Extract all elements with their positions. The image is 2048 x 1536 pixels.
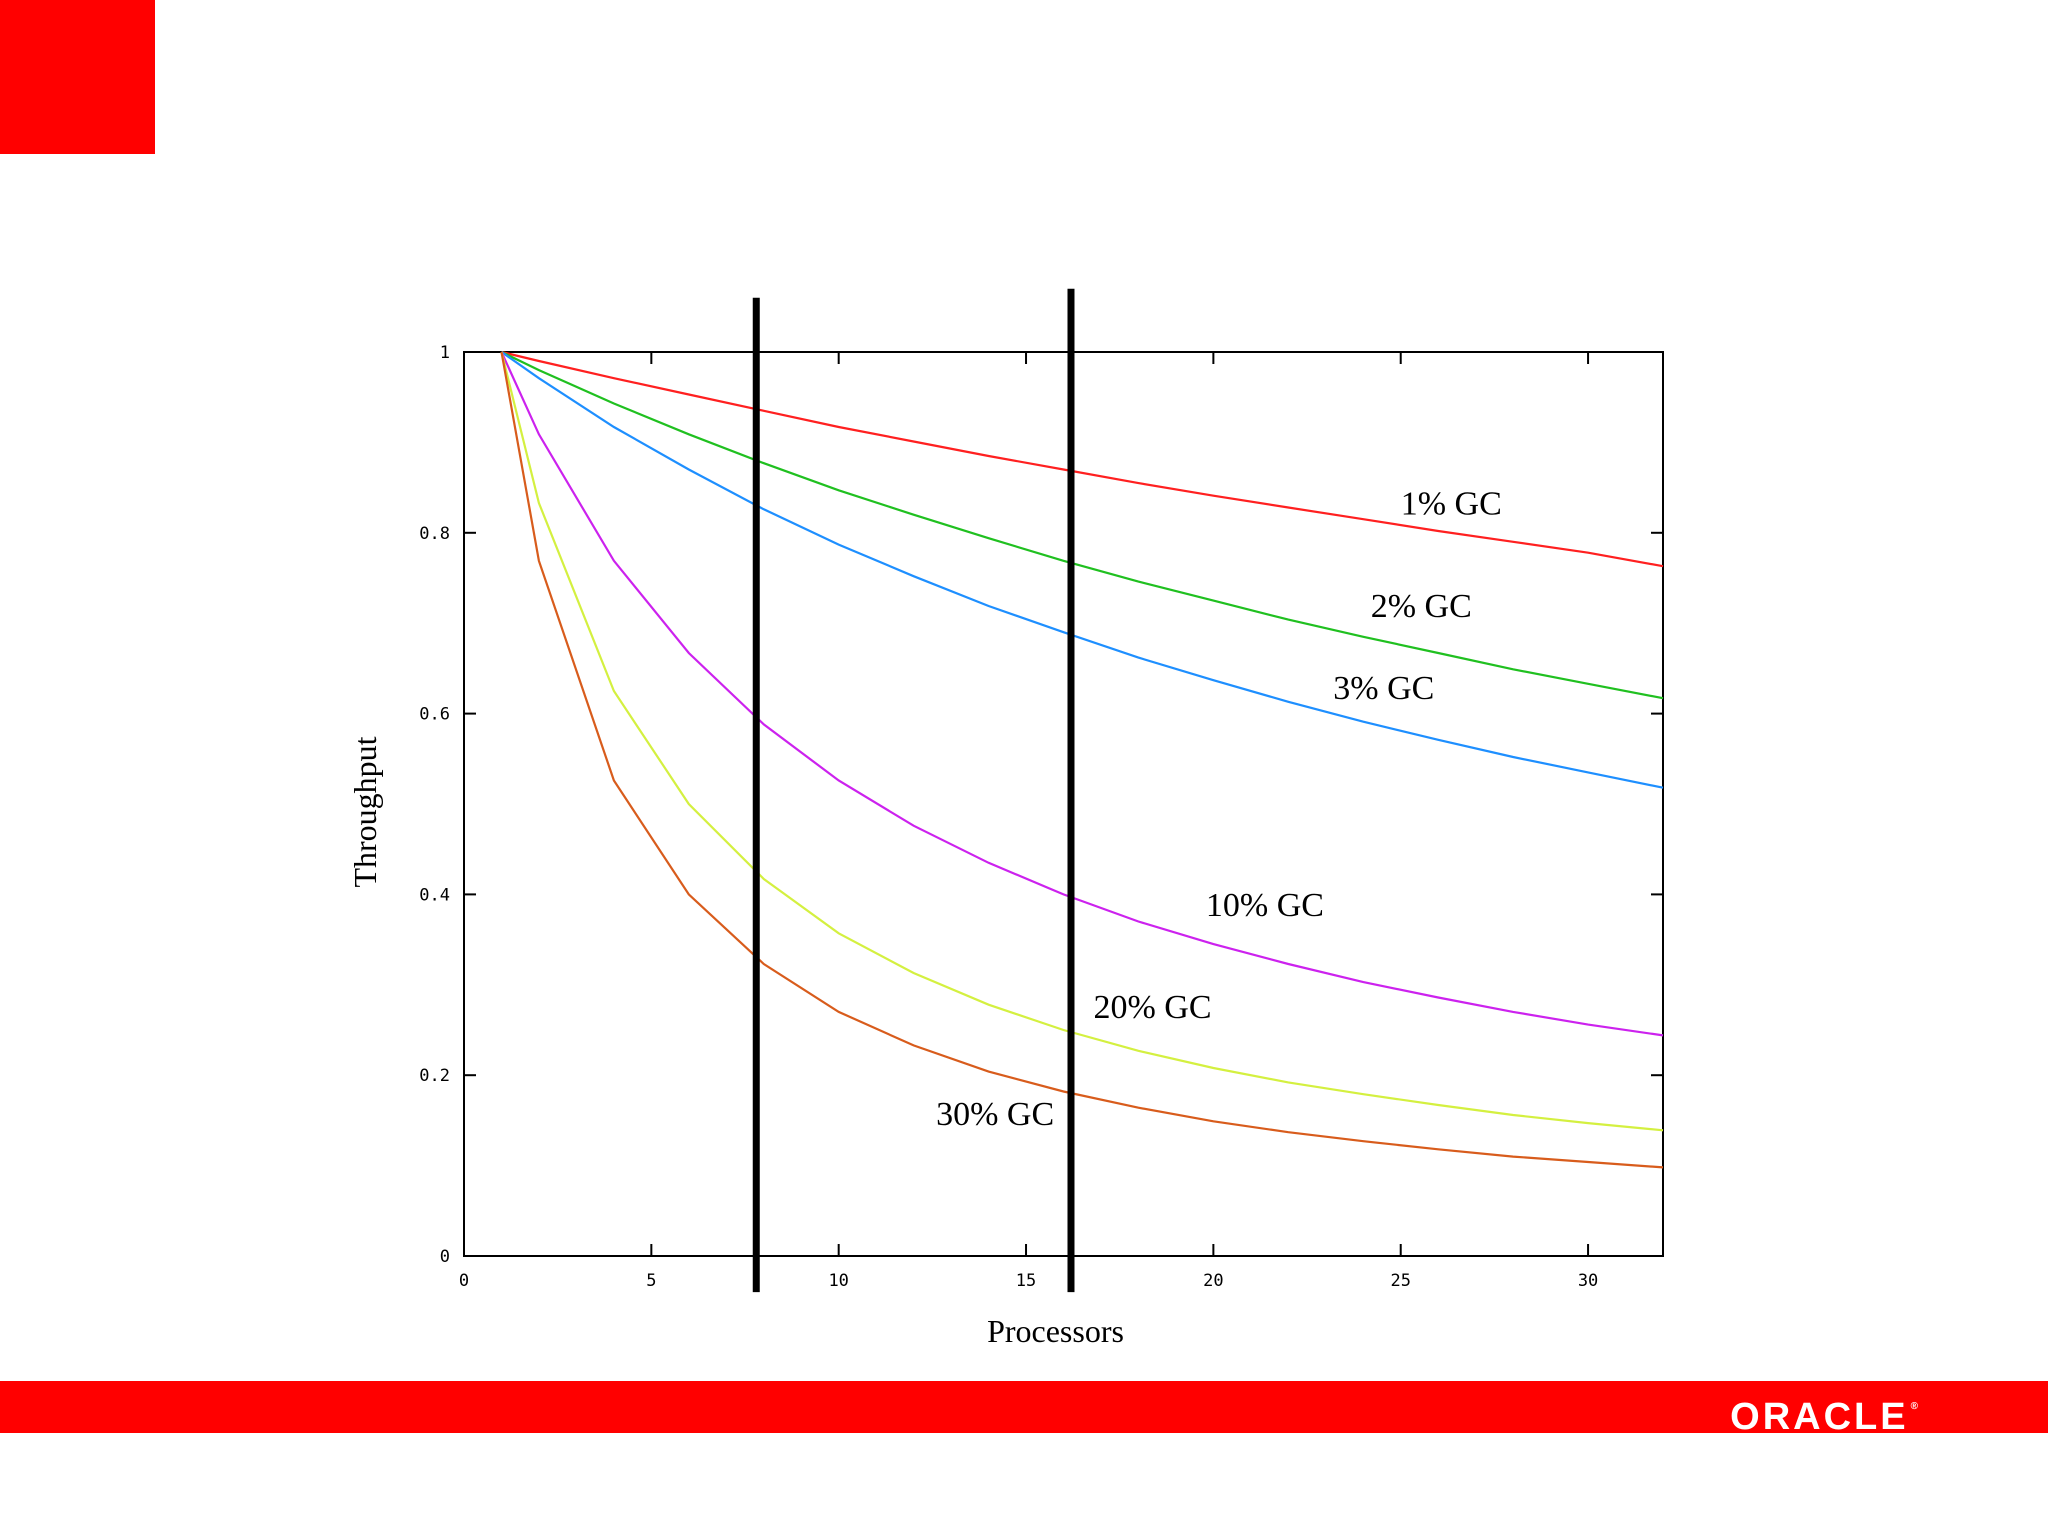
series-label: 10% GC (1206, 887, 1324, 924)
x-axis-title: Processors (987, 1313, 1124, 1349)
x-tick-label: 0 (459, 1271, 469, 1291)
series-label: 1% GC (1401, 486, 1502, 523)
y-tick-label: 1 (440, 343, 450, 363)
x-tick-label: 10 (828, 1271, 848, 1291)
series-label: 30% GC (936, 1096, 1054, 1133)
series-line (501, 351, 1664, 700)
y-tick-label: 0 (440, 1247, 450, 1267)
series-label: 2% GC (1371, 588, 1472, 625)
oracle-logo-text: ORACLE (1730, 1396, 1909, 1438)
y-axis-title: Throughput (347, 736, 383, 887)
y-tick-label: 0.6 (419, 705, 450, 725)
footer-bar (0, 1381, 2048, 1433)
registered-mark: ® (1910, 1401, 1918, 1412)
x-tick-label: 5 (646, 1271, 656, 1291)
series-label: 3% GC (1333, 670, 1434, 707)
plot-frame (463, 351, 1664, 1257)
y-tick-label: 0.4 (419, 885, 450, 905)
x-tick-label: 30 (1578, 1271, 1598, 1291)
y-tick-label: 0.2 (419, 1066, 450, 1086)
series-line (500, 351, 1664, 789)
corner-accent-block (0, 0, 155, 154)
x-tick-label: 20 (1203, 1271, 1223, 1291)
series-line (500, 351, 1664, 1037)
oracle-logo: ORACLE ® (1730, 1382, 1918, 1438)
x-tick-label: 15 (1016, 1271, 1036, 1291)
series-line (500, 351, 1664, 1132)
x-tick-label: 25 (1390, 1271, 1410, 1291)
series-line (500, 351, 1664, 1169)
y-tick-label: 0.8 (419, 524, 450, 544)
series-line (501, 350, 1664, 568)
series-label: 20% GC (1093, 989, 1211, 1026)
